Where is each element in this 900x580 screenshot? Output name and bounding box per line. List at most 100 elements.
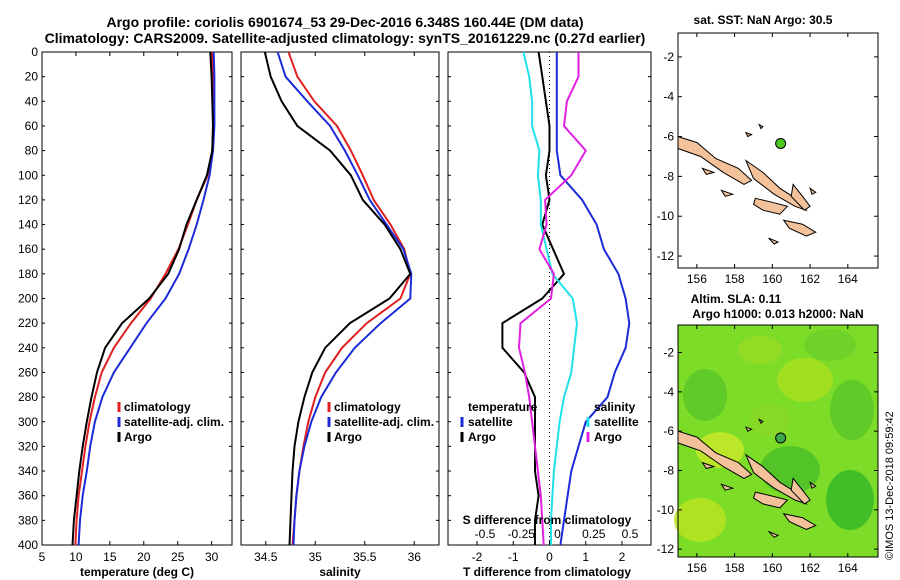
depth-tick-label: 100 <box>18 168 38 182</box>
depth-tick-label: 80 <box>25 144 39 158</box>
sla-map-ytick-label: -6 <box>663 424 674 438</box>
salinity-legend-label: climatology <box>334 400 401 414</box>
sst-map-ytick-label: -8 <box>663 169 674 183</box>
sla-map-island <box>768 530 780 538</box>
sla-map-island <box>677 430 753 479</box>
depth-tick-label: 320 <box>18 439 38 453</box>
sst-map-island <box>677 135 753 185</box>
depth-tick-label: 280 <box>18 390 38 404</box>
depth-tick-label: 160 <box>18 242 38 256</box>
sst-map-xtick-label: 156 <box>687 272 707 286</box>
sla-map-xtick-label: 162 <box>800 561 820 575</box>
sla-map-title-line1: Altim. SLA: 0.11 <box>691 292 782 306</box>
temperature-frame <box>41 51 233 546</box>
t-diff-xtick-label: 1 <box>582 550 589 564</box>
sla-map-xtick-label: 164 <box>838 561 858 575</box>
sla-map-xtick-label: 158 <box>725 561 745 575</box>
sst-map-island <box>744 131 753 138</box>
diff-legend-label: Argo <box>468 430 496 444</box>
sla-map-ytick-label: -12 <box>657 542 675 556</box>
sst-map-ytick-label: -12 <box>657 249 675 263</box>
temperature-legend-label: satellite-adj. clim. <box>124 415 224 429</box>
t-diff-xtick-label: 0 <box>546 550 553 564</box>
sst-map-xtick-label: 160 <box>762 272 782 286</box>
sla-map-xtick-label: 156 <box>687 561 707 575</box>
sla-map-ytick-label: -8 <box>663 463 674 477</box>
s-difference-label: S difference from climatology <box>463 513 632 527</box>
sst-map-island <box>701 167 716 175</box>
temperature-legend-label: climatology <box>124 400 191 414</box>
sla-map-island <box>720 483 735 491</box>
temperature-series-argo <box>71 51 215 546</box>
sla-map-island <box>744 453 808 505</box>
s-diff-xtick-label: 0.5 <box>622 527 639 541</box>
sla-map-field <box>674 329 874 542</box>
sst-map-island <box>758 123 764 130</box>
depth-tick-label: 140 <box>18 218 38 232</box>
sla-field-patch <box>738 336 782 364</box>
t-diff-xtick-label: -1 <box>508 550 519 564</box>
sst-map-argo-marker <box>775 137 787 149</box>
sla-map-argo-marker <box>775 432 787 444</box>
s-diff-xtick-label: -0.25 <box>508 527 536 541</box>
depth-tick-label: 120 <box>18 193 38 207</box>
salinity-xlabel: salinity <box>319 565 361 579</box>
depth-tick-label: 260 <box>18 365 38 379</box>
salinity-frame <box>240 51 440 546</box>
depth-tick-label: 60 <box>25 119 39 133</box>
sst-map-ytick-label: -10 <box>657 209 675 223</box>
salinity-xtick-label: 34.5 <box>254 550 278 564</box>
sla-map-ytick-label: -4 <box>663 385 674 399</box>
sla-map-ytick-label: -10 <box>657 503 675 517</box>
sla-map-ytick-label: -2 <box>663 346 674 360</box>
title-line1: Argo profile: coriolis 6901674_53 29-Dec… <box>106 14 583 30</box>
sst-map-island <box>782 219 817 237</box>
depth-tick-label: 400 <box>18 538 38 552</box>
sla-field-patch <box>696 432 744 468</box>
s-diff-xtick-label: -0.5 <box>475 527 496 541</box>
sst-map-xtick-label: 158 <box>725 272 745 286</box>
sla-map-island <box>758 418 764 425</box>
sla-map-island <box>752 491 789 509</box>
diff-series-temperature-argo <box>501 51 566 545</box>
sst-map-ytick-label: -2 <box>663 50 674 64</box>
sla-field-patch <box>750 404 790 436</box>
sla-map-island <box>701 461 716 470</box>
depth-tick-label: 20 <box>25 70 39 84</box>
temperature-xtick-label: 20 <box>137 550 151 564</box>
sla-map-island <box>782 512 817 531</box>
sla-field-patch <box>830 380 874 440</box>
diff-series-temperature-satellite <box>555 52 631 546</box>
temperature-xtick-label: 5 <box>39 550 46 564</box>
t-diff-xtick-label: 2 <box>619 550 626 564</box>
sla-field-patch <box>674 498 726 542</box>
depth-tick-label: 240 <box>18 341 38 355</box>
salinity-legend-label: satellite-adj. clim. <box>334 415 434 429</box>
s-diff-xtick-label: 0.25 <box>582 527 606 541</box>
temperature-xtick-label: 10 <box>69 550 83 564</box>
depth-tick-label: 340 <box>18 464 38 478</box>
sla-field-patch <box>804 329 856 361</box>
sla-map-land <box>677 418 817 538</box>
depth-tick-label: 300 <box>18 415 38 429</box>
diff-legend-label: Argo <box>594 430 622 444</box>
temperature-legend-label: Argo <box>124 430 152 444</box>
sst-map-ytick-label: -6 <box>663 130 674 144</box>
sst-map-xtick-label: 164 <box>838 272 858 286</box>
sst-map-title: sat. SST: NaN Argo: 30.5 <box>694 13 833 27</box>
sst-map-island <box>790 183 811 211</box>
sst-map-island <box>744 159 808 212</box>
imos-timestamp: ©IMOS 13-Dec-2018 09:59:42 <box>884 411 896 560</box>
t-diff-xtick-label: -2 <box>472 550 483 564</box>
depth-tick-label: 220 <box>18 316 38 330</box>
diff-series-salinity-argo <box>517 52 588 546</box>
difference-panel: -2 -1 0 1 2 -0.5 -0.25 0 0.25 0.5 temperature salin… <box>447 51 652 579</box>
temperature-series-satellite-adj-clim- <box>77 51 216 546</box>
sla-map-island <box>809 481 817 489</box>
